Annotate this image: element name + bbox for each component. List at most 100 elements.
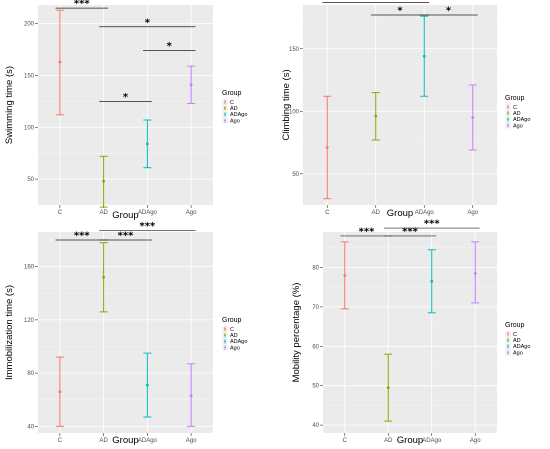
significance-bracket: ***	[55, 0, 108, 10]
mean-point-ago	[473, 271, 477, 275]
legend-entry-ago: Ago	[505, 122, 523, 129]
significance-label: ***	[140, 221, 156, 232]
x-tick-label: AD	[99, 438, 108, 444]
y-tick-label: 80	[27, 371, 34, 377]
legend-entry-adago: ADAgo	[505, 116, 530, 123]
x-tick-label: C	[343, 438, 348, 444]
significance-label: *	[397, 6, 403, 17]
legend-label: C	[513, 332, 517, 338]
legend-label: Ago	[513, 350, 523, 356]
legend-label: ADAgo	[230, 112, 247, 118]
legend-entry-ad: AD	[222, 332, 238, 339]
y-tick-label: 100	[24, 125, 35, 131]
mean-point-c	[58, 390, 62, 394]
legend-entry-c: C	[222, 326, 234, 333]
x-tick-label: Ago	[186, 438, 197, 444]
legend-key-point	[224, 101, 226, 103]
legend-key-point	[507, 118, 509, 121]
legend-entry-adago: ADAgo	[222, 111, 247, 118]
y-tick-label: 40	[27, 424, 34, 430]
legend-key-point	[507, 112, 509, 115]
legend-entry-ago: Ago	[222, 344, 240, 351]
legend-entry-c: C	[505, 104, 517, 111]
legend-label: ADAgo	[230, 339, 247, 345]
y-tick-label: 70	[312, 305, 319, 311]
plot-panel	[38, 5, 213, 205]
legend-key-point	[224, 119, 226, 122]
y-tick-label: 150	[24, 73, 35, 79]
legend-entry-c: C	[505, 331, 517, 338]
y-axis-title: Swimming time (s)	[4, 66, 15, 144]
mean-point-adago	[422, 54, 426, 58]
significance-label: *	[167, 41, 173, 52]
significance-label: ***	[359, 226, 375, 237]
x-tick-label: C	[58, 210, 63, 216]
mean-point-c	[325, 146, 329, 149]
legend-label: Ago	[513, 123, 523, 129]
significance-bracket: *	[419, 6, 478, 17]
x-axis-title: Group	[397, 435, 423, 446]
legend-label: AD	[513, 111, 521, 117]
mean-point-ad	[374, 114, 378, 118]
x-tick-label: ADAgo	[138, 438, 158, 444]
mean-point-adago	[430, 279, 434, 283]
legend-label: ADAgo	[513, 344, 530, 350]
legend-key-point	[224, 107, 226, 110]
x-tick-label: AD	[372, 210, 381, 216]
significance-bracket: *	[143, 41, 196, 52]
x-axis-title: Group	[112, 210, 138, 221]
significance-bracket: ***	[383, 219, 480, 230]
significance-bracket: *	[99, 17, 196, 28]
mean-point-ago	[471, 116, 475, 119]
y-axis-title: Mobility percentage (%)	[291, 283, 302, 383]
legend-label: C	[230, 327, 234, 333]
y-tick-label: 40	[312, 423, 319, 429]
legend-title: Group	[222, 317, 242, 324]
legend-key-point	[507, 345, 509, 348]
legend-label: AD	[513, 338, 521, 344]
y-axis-title: Climbing time (s)	[281, 69, 292, 140]
significance-bracket: ***	[99, 221, 196, 232]
legend-key-point	[507, 333, 509, 335]
y-tick-label: 200	[24, 22, 35, 28]
x-tick-label: ADAgo	[138, 210, 158, 216]
x-axis-title: Group	[387, 208, 413, 219]
x-tick-label: ADAgo	[422, 438, 442, 444]
legend-label: Ago	[230, 118, 240, 124]
plot-panel	[38, 232, 213, 433]
y-tick-label: 120	[24, 318, 35, 324]
legend-label: Ago	[230, 345, 240, 351]
legend-key-point	[224, 328, 226, 330]
significance-bracket: ***	[99, 230, 152, 241]
x-tick-label: Ago	[186, 210, 197, 216]
y-tick-label: 50	[292, 172, 299, 178]
legend-entry-ad: AD	[505, 110, 521, 117]
mean-point-adago	[145, 142, 149, 146]
legend-label: C	[230, 100, 234, 106]
legend-key-point	[507, 339, 509, 342]
x-tick-label: AD	[384, 438, 393, 444]
legend-label: AD	[230, 333, 238, 339]
legend-key-point	[224, 334, 226, 337]
significance-label: *	[446, 6, 452, 17]
significance-label: ***	[118, 230, 134, 241]
mean-point-ago	[189, 83, 193, 87]
mean-point-ad	[102, 179, 106, 183]
y-tick-label: 50	[27, 177, 34, 183]
x-tick-label: C	[58, 438, 63, 444]
legend-entry-adago: ADAgo	[505, 343, 530, 350]
legend-key-point	[507, 351, 509, 354]
significance-label: ***	[424, 219, 440, 230]
x-tick-label: Ago	[467, 210, 478, 216]
significance-bracket: *	[99, 92, 152, 103]
y-tick-label: 160	[24, 265, 35, 271]
legend-key-point	[224, 340, 226, 343]
legend-entry-ad: AD	[505, 337, 521, 344]
